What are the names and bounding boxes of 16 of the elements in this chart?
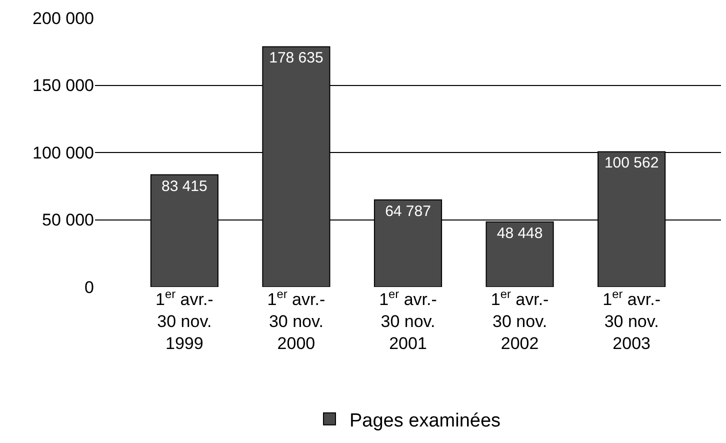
- x-tick-label: 1$^{er}$ avr.- 30 nov. 2000: [267, 286, 326, 354]
- y-tick-label: 50 000: [42, 210, 94, 230]
- data-label: 100 562: [604, 154, 659, 172]
- data-label: 178 635: [269, 50, 324, 67]
- x-tick-label: 1$^{er}$ avr.- 30 nov. 2001: [379, 286, 437, 354]
- y-tick-label: 200 000: [32, 8, 94, 28]
- y-tick-label: 0: [84, 278, 94, 297]
- y-tick-label: 100 000: [32, 143, 94, 162]
- data-label: 64 787: [385, 202, 431, 220]
- y-tick-label: 150 000: [32, 76, 94, 96]
- data-label: 48 448: [496, 224, 543, 242]
- x-tick-label: 1$^{er}$ avr.- 30 nov. 2003: [602, 286, 660, 354]
- x-tick-label: 1$^{er}$ avr.- 30 nov. 2002: [490, 286, 549, 354]
- data-label: 83 415: [161, 178, 208, 195]
- x-tick-label: 1$^{er}$ avr.- 30 nov. 1999: [156, 286, 214, 354]
- legend-label: Pages examinées: [350, 410, 501, 432]
